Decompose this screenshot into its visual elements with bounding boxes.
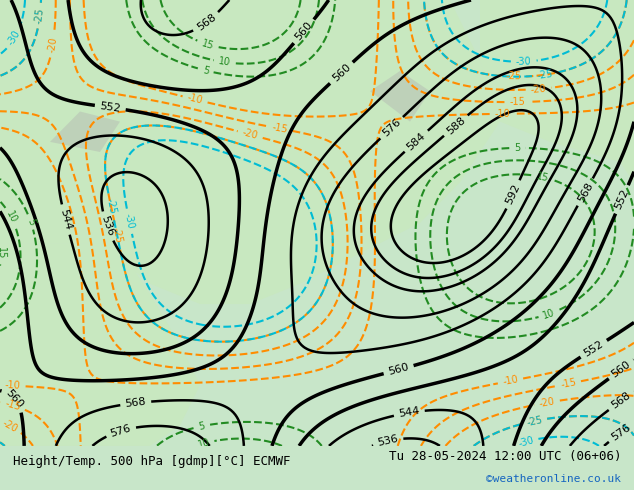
Text: 10: 10 (4, 210, 18, 225)
Text: 10: 10 (541, 307, 557, 320)
Text: 552: 552 (613, 188, 631, 211)
Text: -15: -15 (509, 97, 526, 107)
Text: Height/Temp. 500 hPa [gdmp][°C] ECMWF: Height/Temp. 500 hPa [gdmp][°C] ECMWF (13, 455, 290, 468)
Text: 536: 536 (377, 434, 399, 448)
Text: Tu 28-05-2024 12:00 UTC (06+06): Tu 28-05-2024 12:00 UTC (06+06) (389, 450, 621, 464)
Text: -25: -25 (111, 226, 124, 244)
Text: 10: 10 (197, 437, 211, 450)
Text: 584: 584 (405, 130, 427, 152)
Text: 576: 576 (380, 117, 403, 139)
Text: -20: -20 (538, 396, 556, 409)
Text: 560: 560 (610, 359, 633, 380)
Text: 15: 15 (0, 247, 6, 260)
Text: 5: 5 (25, 217, 37, 226)
Text: 552: 552 (582, 339, 605, 359)
Text: 5: 5 (514, 143, 521, 153)
Text: -30: -30 (515, 56, 532, 67)
Text: 560: 560 (387, 362, 410, 377)
Text: 560: 560 (294, 20, 314, 43)
Polygon shape (50, 112, 120, 152)
Polygon shape (480, 0, 634, 182)
Text: -10: -10 (501, 374, 519, 387)
Text: 544: 544 (58, 208, 73, 231)
Text: -10: -10 (4, 380, 21, 391)
Text: 568: 568 (195, 12, 218, 33)
Text: 544: 544 (398, 406, 420, 419)
Polygon shape (0, 0, 500, 304)
Polygon shape (0, 243, 200, 446)
Text: -25: -25 (505, 72, 521, 82)
Text: -15: -15 (4, 398, 22, 413)
Text: 5: 5 (202, 65, 210, 76)
Text: -25: -25 (526, 415, 543, 428)
Text: -20: -20 (242, 128, 259, 142)
Polygon shape (200, 0, 320, 50)
Text: 552: 552 (99, 101, 122, 114)
Text: 568: 568 (610, 391, 633, 411)
Text: 536: 536 (99, 215, 115, 238)
Text: ©weatheronline.co.uk: ©weatheronline.co.uk (486, 474, 621, 484)
Text: 588: 588 (444, 115, 467, 136)
Text: -15: -15 (560, 377, 577, 390)
Text: -10: -10 (186, 93, 204, 106)
Text: 560: 560 (4, 388, 25, 410)
Text: 10: 10 (218, 56, 231, 68)
Text: -25: -25 (536, 69, 553, 81)
Text: 568: 568 (125, 397, 146, 409)
Text: 15: 15 (535, 171, 549, 183)
Text: -25: -25 (34, 7, 46, 24)
Text: -30: -30 (517, 435, 535, 449)
Text: -30: -30 (6, 29, 23, 48)
Text: -25: -25 (34, 7, 46, 24)
Text: -25: -25 (105, 197, 117, 215)
Text: -30: -30 (123, 213, 136, 230)
Text: 15: 15 (200, 38, 215, 51)
Text: -20: -20 (1, 417, 20, 434)
Polygon shape (370, 71, 430, 122)
Text: 568: 568 (576, 180, 595, 204)
Text: -20: -20 (46, 36, 59, 53)
Text: 592: 592 (504, 183, 522, 206)
Text: 576: 576 (610, 422, 633, 442)
Text: -25: -25 (526, 415, 543, 428)
Text: 560: 560 (330, 62, 353, 84)
Text: 576: 576 (109, 423, 133, 439)
Text: -20: -20 (530, 83, 547, 95)
Text: -15: -15 (271, 122, 288, 135)
Text: 5: 5 (197, 421, 205, 432)
Text: -10: -10 (495, 109, 510, 119)
